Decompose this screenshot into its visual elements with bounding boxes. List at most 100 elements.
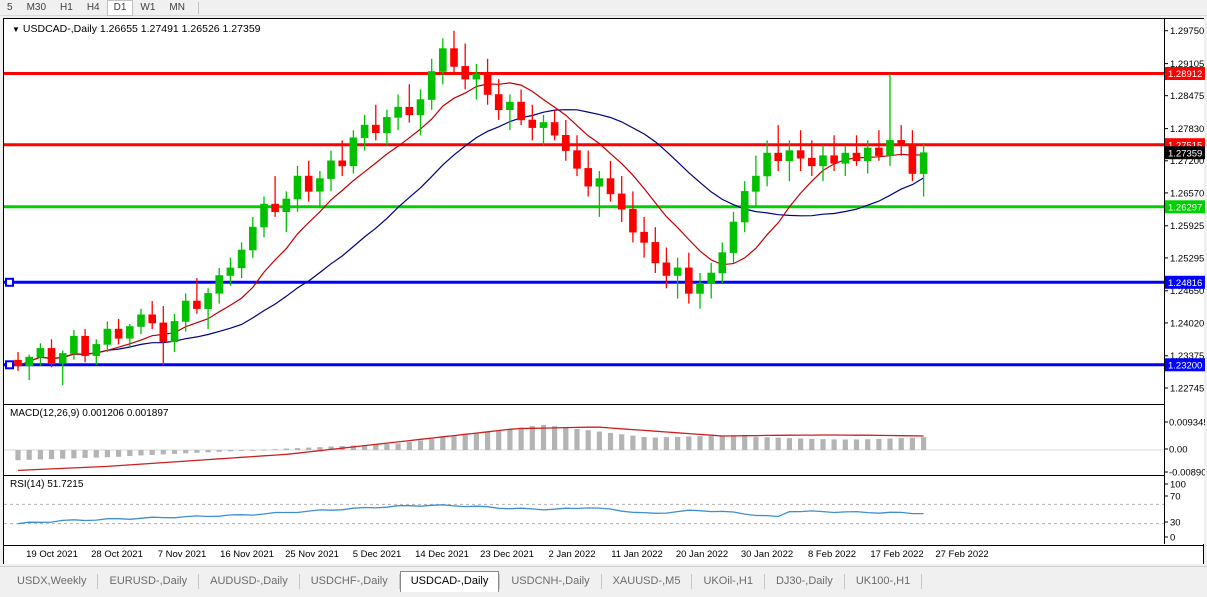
macd-bar <box>686 436 692 450</box>
candle-body <box>349 137 358 167</box>
level-handle[interactable] <box>5 277 14 287</box>
macd-bar <box>675 436 681 450</box>
macd-bar <box>149 450 155 455</box>
macd-bar <box>876 438 882 450</box>
price-badge-support[interactable]: 1.23200 <box>1165 358 1205 371</box>
candle-body <box>785 150 794 162</box>
candle-body <box>807 157 816 167</box>
timeframe-button-m30[interactable]: M30 <box>26 1 47 13</box>
chart-tab-bar[interactable]: USDX,Weekly EURUSD-,Daily AUDUSD-,Daily USD… <box>0 566 1207 597</box>
tab-divider <box>97 574 99 589</box>
timeframe-button-d1[interactable]: D1 <box>106 0 134 16</box>
macd-axis-label: -0.00890 <box>1169 467 1205 478</box>
price-badge-label: 1.27359 <box>1168 148 1202 159</box>
candle-body <box>47 348 56 363</box>
candle-body <box>226 267 235 276</box>
axis-tick-label: 1.29750 <box>1170 26 1204 37</box>
macd-signal-line <box>17 426 924 472</box>
chart-collapse-icon[interactable]: ▼ <box>12 25 20 34</box>
macd-bar <box>865 439 871 450</box>
price-badge-support[interactable]: 1.24816 <box>1165 275 1205 289</box>
chart-tab-usdx-weekly[interactable]: USDX,Weekly <box>17 575 87 587</box>
candle-body <box>371 124 380 133</box>
candle-body <box>707 272 716 284</box>
macd-bar <box>921 437 927 450</box>
macd-bar <box>607 432 614 450</box>
candle-body <box>640 231 648 243</box>
candle-body <box>438 48 447 72</box>
macd-bar <box>362 445 368 450</box>
candle-body <box>394 106 402 118</box>
candle-body <box>215 275 223 294</box>
candle-body <box>36 348 45 358</box>
chart-tab-dj30--daily[interactable]: DJ30-,Daily <box>775 575 833 587</box>
price-chart-pane[interactable]: ▼ USDCAD-,Daily 1.26655 1.27491 1.26526 1… <box>4 19 1164 403</box>
macd-bar <box>373 444 379 450</box>
chart-tab-eurusd--daily[interactable]: EURUSD-,Daily <box>109 575 188 587</box>
symbol-header: ▼ USDCAD-,Daily 1.26655 1.27491 1.26526 1… <box>12 23 261 35</box>
chart-tab-usdchf--daily[interactable]: USDCHF-,Daily <box>310 575 388 587</box>
macd-pane[interactable]: MACD(12,26,9) 0.001206 0.001897 <box>4 404 1164 474</box>
timeframe-button-5[interactable]: 5 <box>7 1 13 13</box>
macd-bar <box>898 438 904 450</box>
macd-bar <box>183 450 189 454</box>
axis-tick-label: 1.25925 <box>1170 221 1204 232</box>
macd-bar <box>384 443 390 450</box>
macd-bar <box>261 449 267 451</box>
timeframe-button-h4[interactable]: H4 <box>86 1 100 13</box>
rsi-label: RSI(14) 51.7215 <box>10 479 84 490</box>
candle-body <box>137 314 145 327</box>
price-badge-support[interactable]: 1.26297 <box>1165 200 1205 213</box>
macd-bar <box>15 450 21 461</box>
timeframe-button-mn[interactable]: MN <box>169 1 185 13</box>
macd-bar <box>328 446 334 450</box>
date-axis-label: 2 Jan 2022 <box>548 549 596 560</box>
candle-body <box>774 152 783 162</box>
chart-tab-uk100--h1[interactable]: UK100-,H1 <box>855 575 911 587</box>
candle-body <box>561 135 570 151</box>
moving-average-slow <box>17 109 924 367</box>
candle-body <box>159 322 168 343</box>
candle-body <box>126 326 134 339</box>
macd-bar <box>283 448 289 450</box>
level-handle[interactable] <box>5 360 14 370</box>
moving-average-fast <box>17 82 924 367</box>
tab-divider <box>921 574 923 589</box>
chart-area[interactable]: ▼ USDCAD-,Daily 1.26655 1.27491 1.26526 1… <box>3 18 1205 564</box>
price-candlestick-svg <box>4 30 1164 386</box>
price-badge-current-price[interactable]: 1.27359 <box>1165 146 1205 159</box>
rsi-pane[interactable]: RSI(14) 51.7215 <box>4 475 1164 544</box>
candle-body <box>517 101 525 121</box>
candle-body <box>304 175 313 192</box>
candle-body <box>696 282 704 294</box>
date-axis-label: 16 Nov 2021 <box>220 549 274 560</box>
axis-tick-label: 1.22745 <box>1170 383 1204 394</box>
chart-tab-usdcnh--daily[interactable]: USDCNH-,Daily <box>511 575 590 587</box>
chart-tab-ukoil--h1[interactable]: UKOil-,H1 <box>703 575 753 587</box>
macd-bar <box>753 436 759 450</box>
timeframe-button-w1[interactable]: W1 <box>140 1 156 13</box>
candle-body <box>830 155 838 164</box>
candle-body <box>103 328 112 345</box>
price-axis[interactable]: 1.29750 1.29105 1.28475 1.27830 1.27200 1.265… <box>1164 19 1205 544</box>
chart-tab-audusd--daily[interactable]: AUDUSD-,Daily <box>210 575 288 587</box>
candle-body <box>181 300 190 322</box>
candle-body <box>629 208 637 233</box>
macd-axis-label: 0.00 <box>1169 444 1188 455</box>
chart-tab-usdcad--daily[interactable]: USDCAD-,Daily <box>399 571 500 594</box>
chart-tab-xauusd--m5[interactable]: XAUUSD-,M5 <box>612 575 681 587</box>
candle-body <box>528 119 537 128</box>
date-axis-label: 30 Jan 2022 <box>740 549 794 560</box>
price-badge-resistance[interactable]: 1.28912 <box>1165 67 1205 80</box>
macd-axis-label: 0.009345 <box>1169 417 1205 428</box>
tab-divider <box>600 574 602 589</box>
macd-bar <box>630 435 636 450</box>
date-axis[interactable]: 19 Oct 2021 28 Oct 2021 7 Nov 2021 16 Nov 2… <box>4 545 1203 564</box>
price-badge-bg <box>1165 275 1205 289</box>
macd-bar <box>350 445 356 450</box>
macd-bar <box>473 433 479 450</box>
timeframe-button-h1[interactable]: H1 <box>60 1 73 13</box>
date-axis-label: 27 Feb 2022 <box>935 549 989 560</box>
macd-bar <box>93 450 99 458</box>
